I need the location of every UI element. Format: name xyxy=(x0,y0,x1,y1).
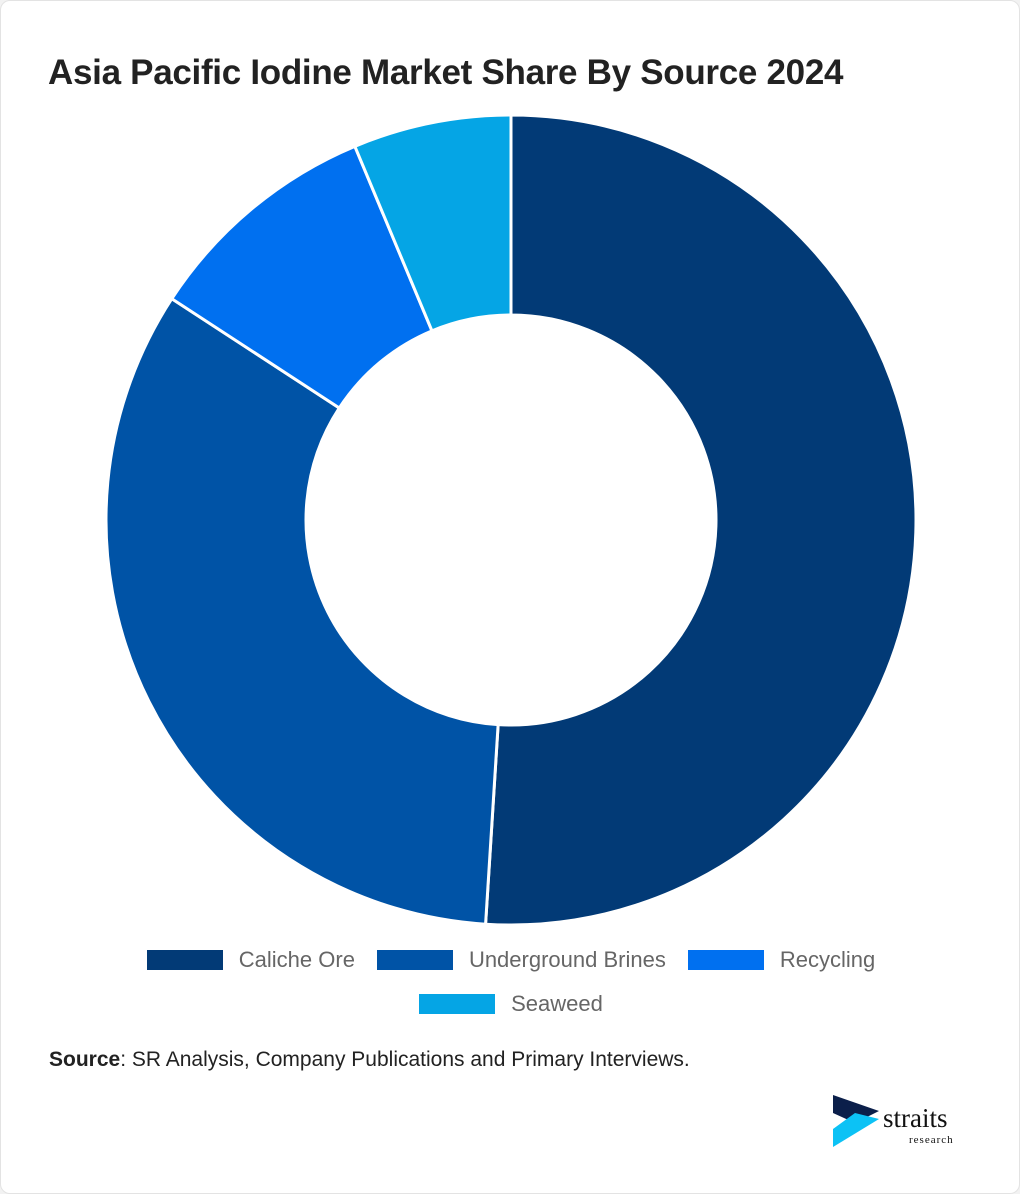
donut-slice-seaweed[interactable] xyxy=(352,113,513,333)
legend-swatch xyxy=(419,994,496,1014)
source-label: Source xyxy=(49,1048,121,1071)
svg-text:straits: straits xyxy=(883,1103,948,1133)
legend-label: Seaweed xyxy=(511,991,603,1016)
donut-slice-underground-brines[interactable] xyxy=(104,296,500,926)
legend-item-caliche-ore[interactable]: Caliche Ore xyxy=(146,947,355,973)
legend-label: Recycling xyxy=(779,947,876,972)
legend-item-underground-brines[interactable]: Underground Brines xyxy=(376,947,666,973)
source-text: : SR Analysis, Company Publications and … xyxy=(120,1048,690,1071)
legend-swatch xyxy=(376,950,453,970)
chart-title: Asia Pacific Iodine Market Share By Sour… xyxy=(48,53,844,92)
legend-label: Caliche Ore xyxy=(238,947,355,972)
legend-swatch xyxy=(687,950,764,970)
legend-row-2: Seaweed xyxy=(1,991,1020,1017)
straits-research-logo: straits research xyxy=(833,1095,954,1147)
donut-chart xyxy=(104,113,918,927)
svg-text:research: research xyxy=(909,1134,954,1146)
legend-swatch xyxy=(146,950,223,970)
legend-row-1: Caliche Ore Underground Brines Recycling xyxy=(1,947,1020,973)
legend-label: Underground Brines xyxy=(468,947,666,972)
legend-item-seaweed[interactable]: Seaweed xyxy=(419,991,603,1017)
legend-item-recycling[interactable]: Recycling xyxy=(687,947,876,973)
donut-slice-caliche-ore[interactable] xyxy=(483,113,918,927)
source-note: Source: SR Analysis, Company Publication… xyxy=(49,1048,690,1072)
